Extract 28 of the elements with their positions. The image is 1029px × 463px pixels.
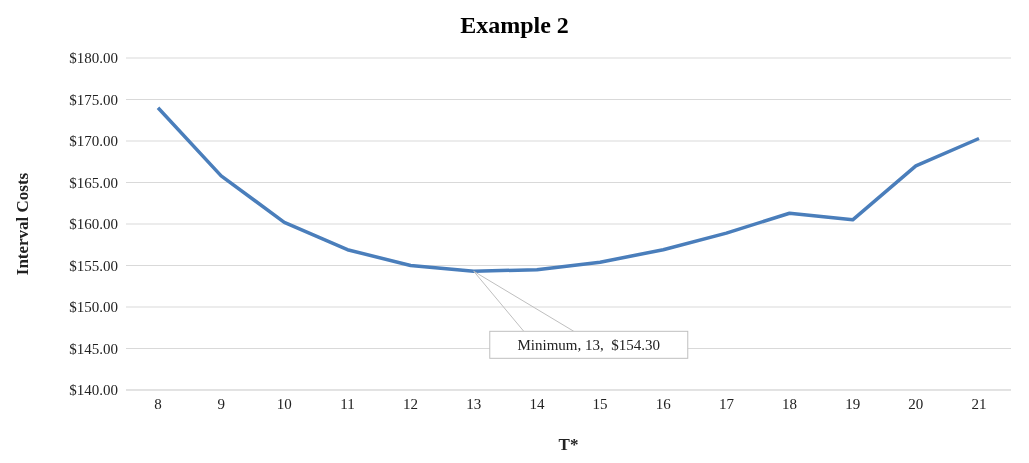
x-tick-label: 8 [154,395,162,412]
x-tick-label: 16 [655,395,672,412]
x-tick-label: 14 [529,395,545,412]
x-tick-label: 19 [845,395,861,412]
y-tick-label: $180.00 [69,50,118,67]
y-tick-label: $175.00 [69,91,118,108]
x-tick-label: 13 [466,395,482,412]
x-tick-label: 11 [340,395,355,412]
y-tick-label: $160.00 [69,216,118,233]
y-tick-label: $145.00 [69,340,118,357]
y-tick-label: $165.00 [69,174,118,191]
x-tick-label: 18 [782,395,798,412]
x-tick-label: 10 [276,395,292,412]
x-tick-label: 15 [592,395,608,412]
x-tick-label: 12 [403,395,419,412]
annotation: Minimum, 13, $154.30 [517,337,661,354]
x-tick-label: 9 [217,395,225,412]
line-series [156,106,981,274]
y-tick-label: $150.00 [69,299,118,316]
x-tick-label: 17 [718,395,735,412]
x-tick-label: 21 [971,395,987,412]
y-tick-label: $140.00 [69,382,118,399]
chart-title: Example 2 [459,11,570,40]
x-axis-title: T* [558,435,579,454]
x-tick-label: 20 [908,395,924,412]
y-tick-label: $155.00 [69,257,118,274]
y-axis-title: Interval Costs [13,172,33,276]
y-tick-label: $170.00 [69,133,118,150]
